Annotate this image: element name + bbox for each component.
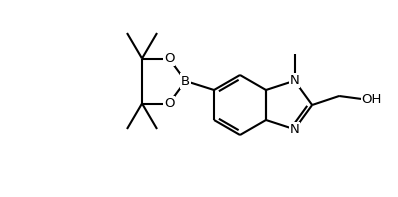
Text: O: O: [164, 97, 174, 110]
Text: B: B: [181, 74, 190, 87]
Text: N: N: [290, 74, 299, 87]
Text: O: O: [164, 52, 174, 65]
Text: OH: OH: [362, 93, 382, 106]
Text: N: N: [290, 123, 299, 136]
